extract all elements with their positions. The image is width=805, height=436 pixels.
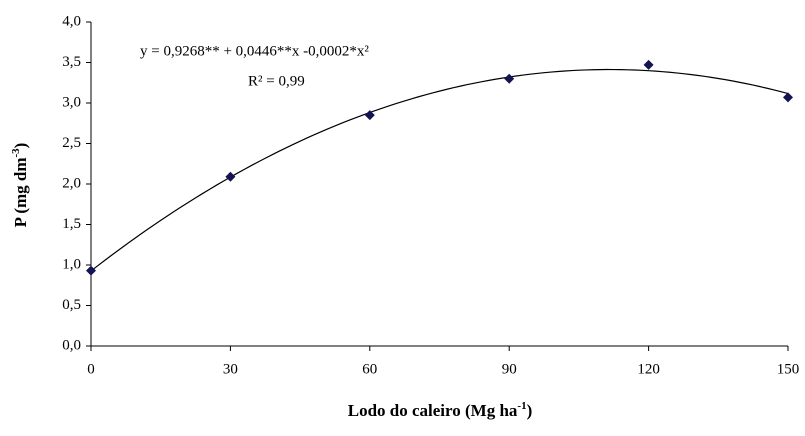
y-axis-label: P (mg dm-3)	[10, 143, 30, 228]
y-tick-label: 3,5	[62, 54, 81, 70]
data-point	[783, 92, 793, 103]
equation: y = 0,9268** + 0,0446**x -0,0002*x²	[140, 43, 369, 59]
x-tick-label: 30	[223, 361, 238, 377]
y-tick-label: 1,5	[62, 216, 81, 232]
y-tick-label: 3,0	[62, 94, 81, 110]
x-label-sup: -1	[517, 400, 526, 412]
x-tick-label: 60	[362, 361, 377, 377]
y-tick-label: 4,0	[62, 13, 81, 29]
y-tick-label: 1,0	[62, 256, 81, 272]
data-point	[504, 73, 515, 84]
x-tick-label: 0	[87, 361, 95, 377]
y-label-sup: -3	[10, 148, 22, 158]
data-point	[643, 59, 654, 70]
y-tick-label: 0,0	[62, 337, 81, 353]
x-tick-label: 90	[502, 361, 517, 377]
x-label-end: )	[527, 401, 533, 420]
x-label-text: Lodo do caleiro (Mg ha	[348, 401, 518, 420]
x-tick-label: 150	[777, 361, 800, 377]
y-label-text: P (mg dm	[11, 157, 30, 227]
data-point	[86, 265, 96, 276]
y-label-end: )	[11, 143, 30, 149]
data-point	[364, 110, 375, 121]
y-tick-label: 2,0	[62, 175, 81, 191]
trendline	[90, 68, 789, 272]
y-tick-label: 0,5	[62, 297, 81, 313]
x-tick-label: 120	[637, 361, 660, 377]
y-tick-label: 2,5	[62, 135, 81, 151]
x-axis-label: Lodo do caleiro (Mg ha-1)	[348, 400, 533, 420]
data-point	[225, 171, 236, 182]
r-squared: R² = 0,99	[248, 73, 305, 89]
